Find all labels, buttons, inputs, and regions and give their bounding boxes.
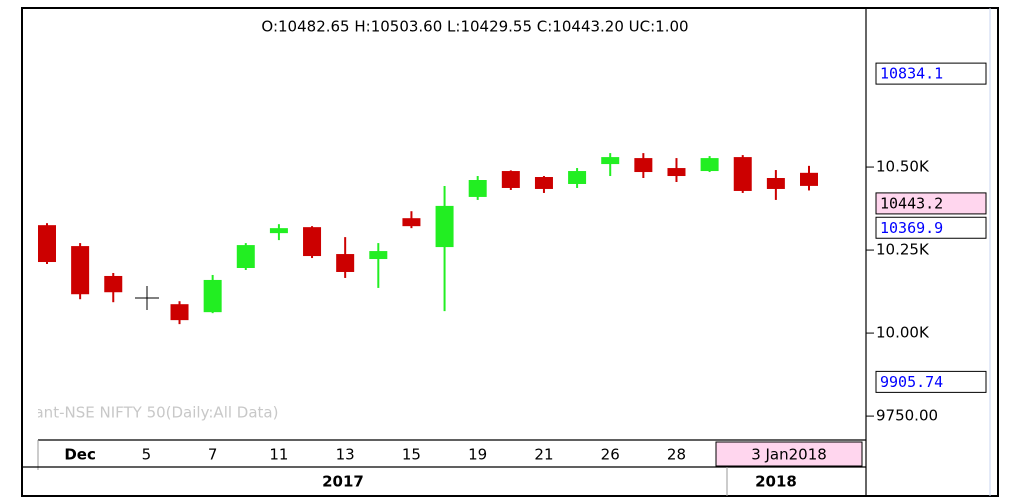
candle-body xyxy=(501,171,520,188)
year-label: 2017 xyxy=(322,473,364,491)
candle-body xyxy=(634,158,653,173)
candle-body xyxy=(236,245,255,268)
x-tick-label: 19 xyxy=(468,446,487,464)
price-label: 10443.2 xyxy=(880,194,943,212)
candle-body xyxy=(369,251,388,260)
year-label: 2018 xyxy=(755,473,797,491)
x-tick-label: Dec xyxy=(64,446,96,464)
price-label-box xyxy=(875,370,987,393)
price-label-box xyxy=(875,216,987,239)
price-label: 10369.9 xyxy=(880,219,943,237)
candle-body xyxy=(170,304,189,321)
candle-body xyxy=(534,177,553,189)
candle-body xyxy=(568,171,587,184)
candle-body xyxy=(601,157,620,165)
candle-body xyxy=(435,205,454,248)
price-label-box xyxy=(875,62,987,85)
ohlc-annotation: O:10482.65 H:10503.60 L:10429.55 C:10443… xyxy=(261,18,688,36)
candle-body xyxy=(104,275,123,293)
y-tick-label: 10.00K xyxy=(876,324,930,342)
x-tick-label: 13 xyxy=(336,446,355,464)
x-tick-label: 7 xyxy=(208,446,218,464)
price-label: 10834.1 xyxy=(880,65,943,83)
cursor xyxy=(135,286,159,310)
cursor-date: 3 Jan2018 xyxy=(751,446,827,464)
candles xyxy=(38,153,818,325)
y-tick-label: 9750.00 xyxy=(876,407,938,425)
x-tick-label: 11 xyxy=(269,446,288,464)
candle-body xyxy=(203,279,222,313)
y-tick-label: 10.25K xyxy=(876,241,930,259)
candle-body xyxy=(733,157,752,191)
frame xyxy=(21,7,999,497)
candle-body xyxy=(71,246,90,295)
x-tick-label: 26 xyxy=(601,446,620,464)
candle-body xyxy=(269,228,288,234)
candle-body xyxy=(700,158,719,172)
candle-body xyxy=(336,254,355,272)
cursor-date-box xyxy=(715,441,863,467)
candle-body xyxy=(402,218,421,227)
candle-body xyxy=(766,178,785,189)
x-tick-label: 21 xyxy=(534,446,553,464)
price-label: 9905.74 xyxy=(880,373,943,391)
plot: terPlant-NSE NIFTY 50(Daily:All Data) xyxy=(0,153,818,422)
candle-body xyxy=(303,227,322,257)
candle-body xyxy=(800,172,818,186)
candle-body xyxy=(468,180,487,197)
x-tick-label: 5 xyxy=(142,446,152,464)
y-tick-label: 10.50K xyxy=(876,158,930,176)
candle-body xyxy=(38,225,56,263)
x-tick-label: 15 xyxy=(402,446,421,464)
watermark: terPlant-NSE NIFTY 50(Daily:All Data) xyxy=(0,404,278,422)
x-tick-label: 28 xyxy=(667,446,686,464)
candle-body xyxy=(667,168,686,177)
price-label-box xyxy=(875,192,987,215)
